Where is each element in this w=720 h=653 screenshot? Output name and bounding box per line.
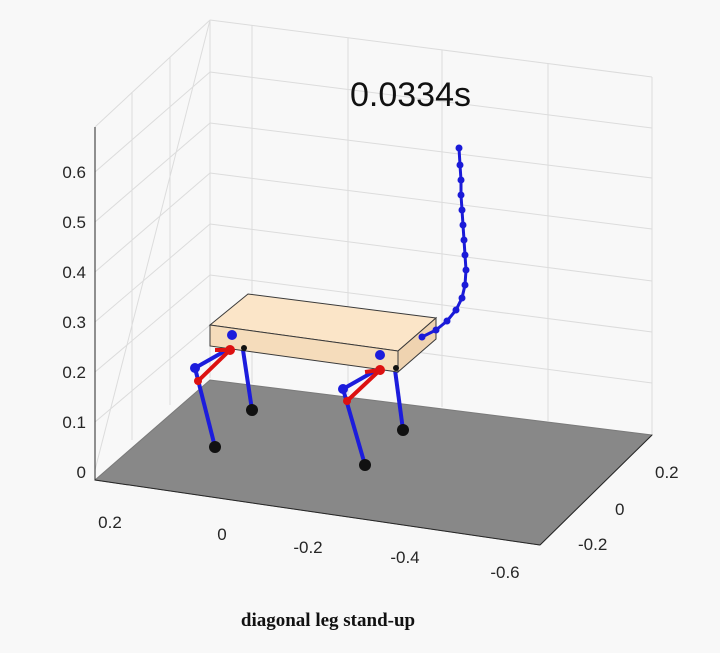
feet — [209, 404, 409, 471]
foot-marker — [246, 404, 258, 416]
y-tick: 0 — [615, 500, 624, 519]
x-tick: 0 — [217, 525, 226, 544]
foot-marker — [359, 459, 371, 471]
x-tick: -0.4 — [390, 548, 419, 567]
front-right-leg — [338, 350, 399, 466]
figure-caption: diagonal leg stand-up — [241, 610, 415, 631]
foot-marker — [209, 441, 221, 453]
y-tick: 0.2 — [655, 463, 679, 482]
z-tick: 0.4 — [62, 263, 86, 282]
z-tick: 0.3 — [62, 313, 86, 332]
axis-lines — [94, 127, 653, 546]
x-axis-ticks: 0.2 0 -0.2 -0.4 -0.6 — [98, 513, 519, 582]
x-tick: -0.2 — [293, 538, 322, 557]
z-tick: 0.5 — [62, 213, 86, 232]
x-tick: -0.6 — [490, 563, 519, 582]
front-left-leg — [190, 330, 247, 448]
foot-marker — [397, 424, 409, 436]
body-trajectory — [418, 144, 470, 341]
y-tick: -0.2 — [578, 535, 607, 554]
z-tick: 0.2 — [62, 363, 86, 382]
x-tick: 0.2 — [98, 513, 122, 532]
time-label: 0.0334s — [350, 76, 471, 114]
z-tick: 0.6 — [62, 163, 86, 182]
robot-body — [208, 293, 438, 374]
z-tick: 0.1 — [62, 413, 86, 432]
z-tick: 0 — [77, 463, 86, 482]
z-axis-ticks: 0 0.1 0.2 0.3 0.4 0.5 0.6 — [62, 163, 86, 482]
y-axis-ticks: 0.2 0 -0.2 — [578, 463, 679, 554]
